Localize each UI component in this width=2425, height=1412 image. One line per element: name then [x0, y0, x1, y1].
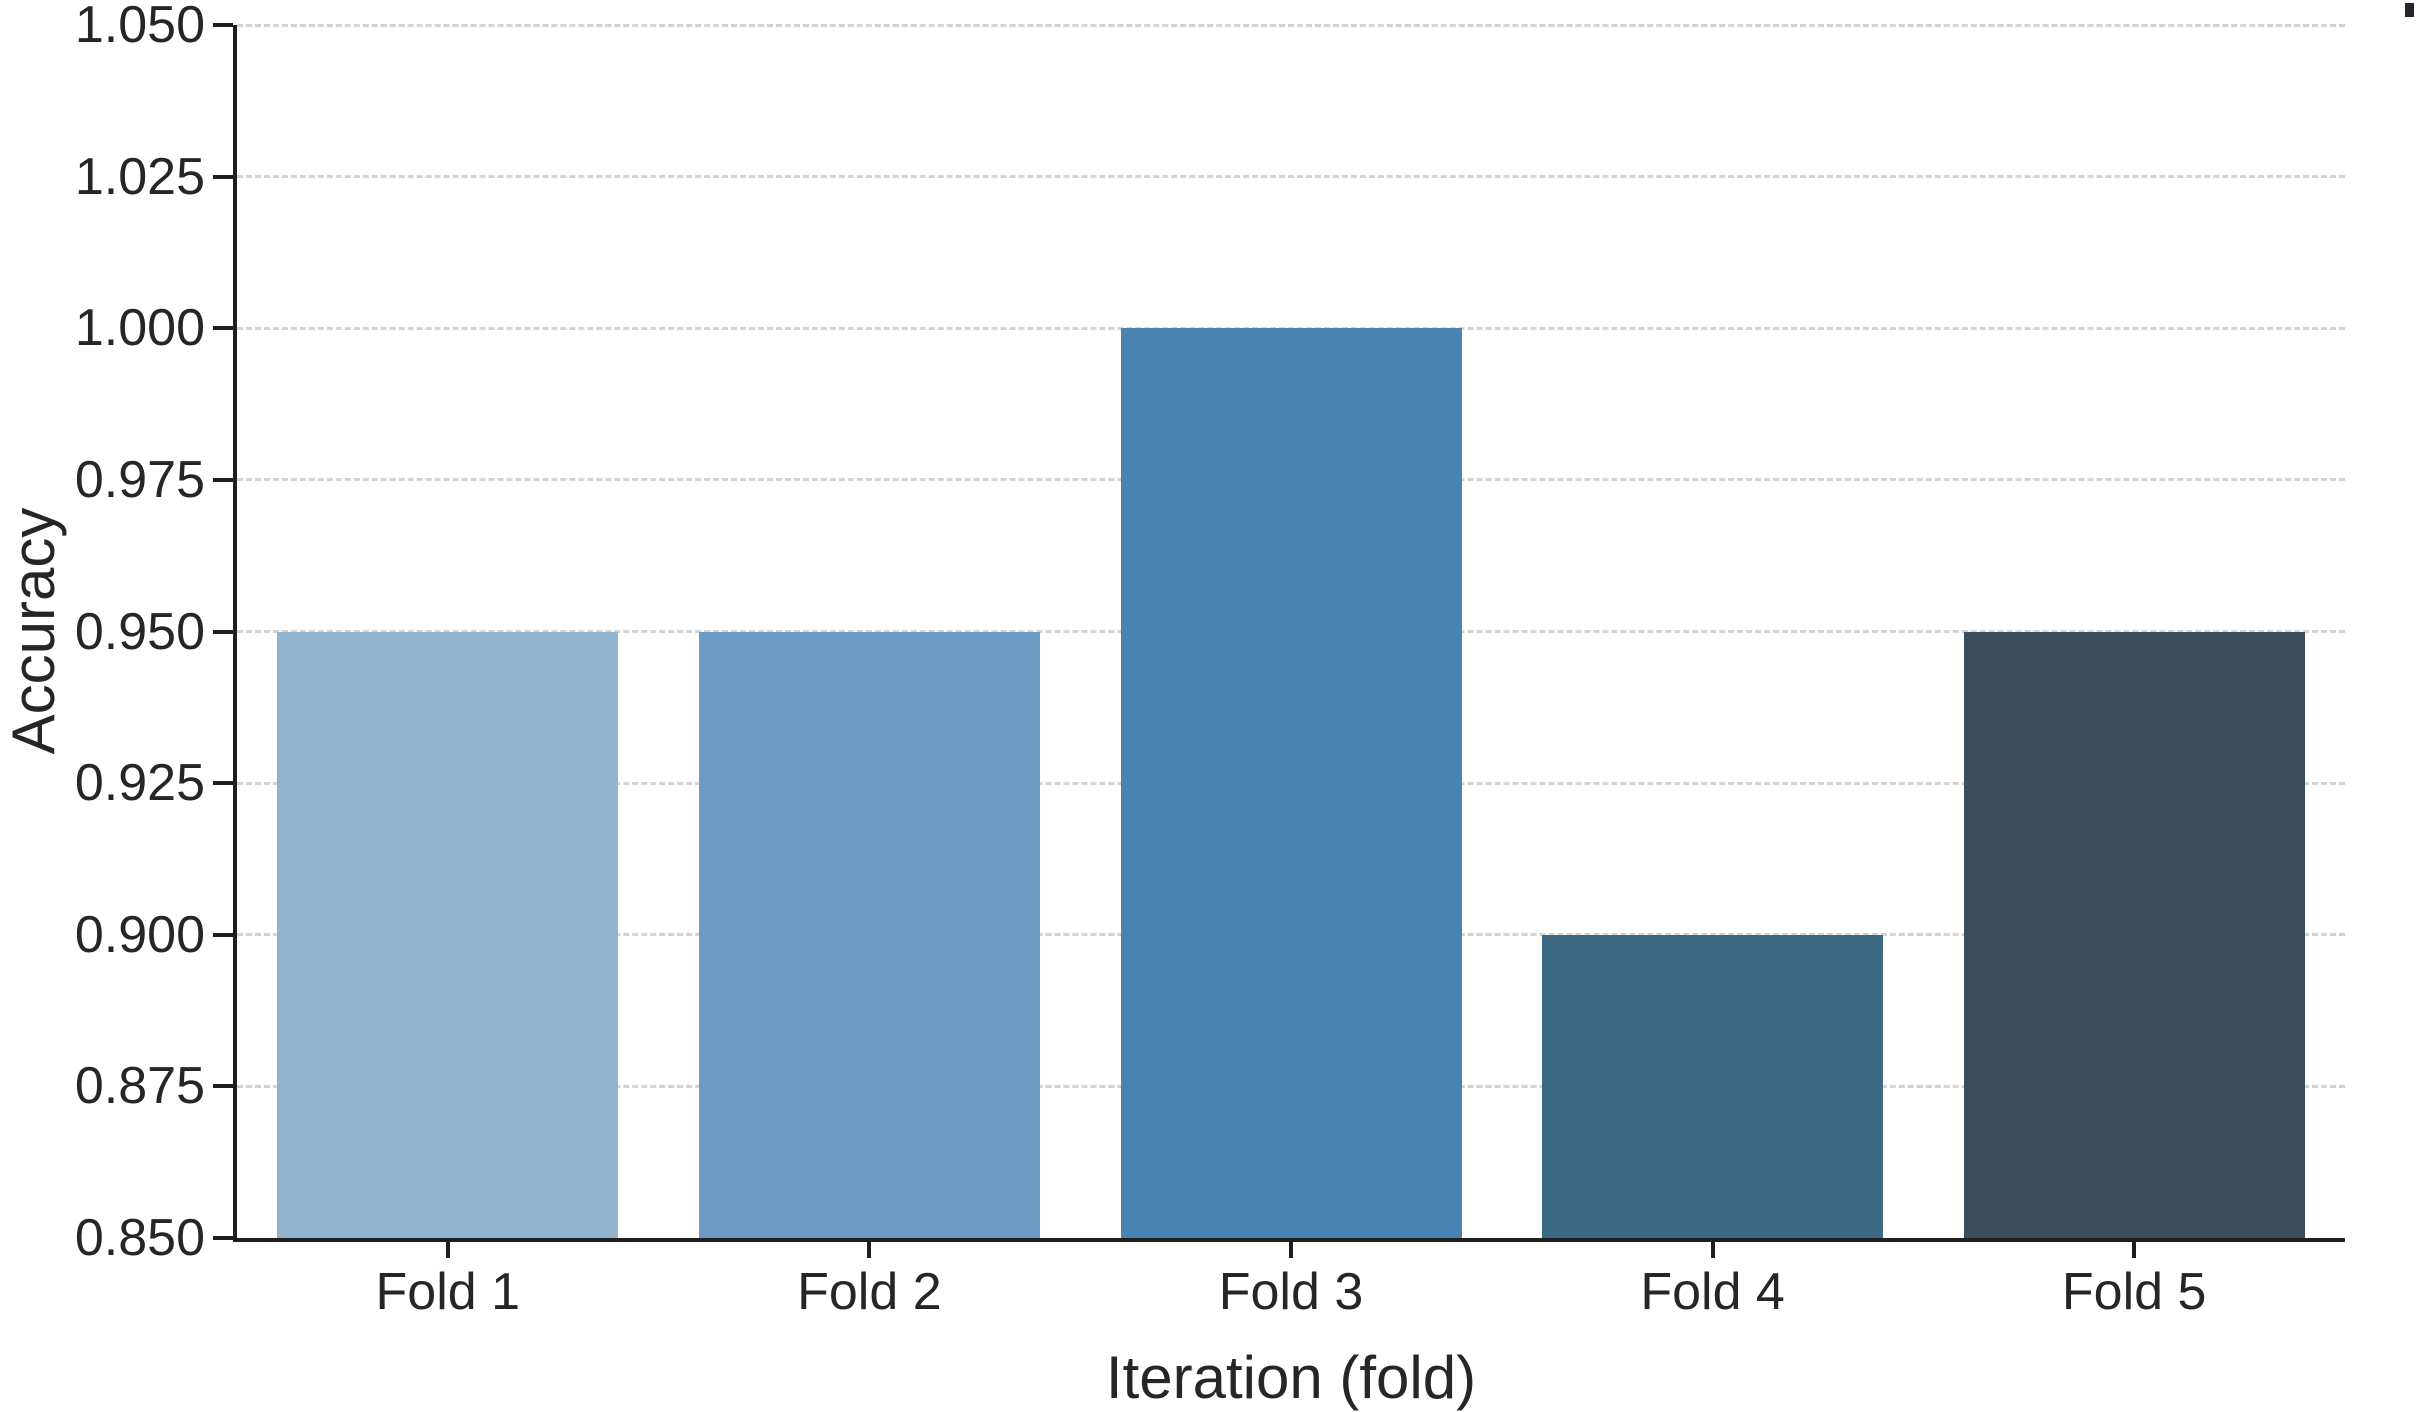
- y-tick-label: 0.900: [74, 905, 205, 964]
- x-tick-label: Fold 2: [797, 1263, 942, 1321]
- y-tick-label: 1.000: [74, 299, 205, 358]
- y-tick-mark: [213, 932, 233, 937]
- gridline: [237, 23, 2345, 27]
- y-tick-mark: [213, 477, 233, 482]
- x-tick-mark: [445, 1242, 450, 1258]
- y-tick-mark: [213, 629, 233, 634]
- x-tick-mark: [1710, 1242, 1715, 1258]
- y-tick-mark: [213, 23, 233, 27]
- y-tick-mark: [213, 174, 233, 179]
- corner-mark: [2405, 3, 2414, 17]
- x-tick-label: Fold 5: [2061, 1263, 2207, 1321]
- y-tick-label: 1.050: [74, 0, 205, 54]
- y-tick-label: 1.025: [74, 147, 205, 206]
- x-axis-spine: [233, 1238, 2345, 1242]
- x-tick-label: Fold 3: [1218, 1263, 1364, 1321]
- y-tick-label: 0.925: [74, 754, 205, 813]
- y-tick-mark: [213, 781, 233, 786]
- x-axis-label: Iteration (fold): [1105, 1344, 1477, 1411]
- bar-fold-5: [1964, 631, 2305, 1238]
- y-tick-mark: [213, 1236, 233, 1240]
- bar-fold-2: [699, 631, 1040, 1238]
- y-tick-label: 0.850: [74, 1209, 205, 1267]
- bar-fold-4: [1542, 934, 1883, 1238]
- x-tick-mark: [1289, 1242, 1293, 1258]
- bar-fold-1: [277, 631, 618, 1238]
- y-axis-label: Accuracy: [0, 507, 67, 755]
- y-tick-mark: [213, 1084, 233, 1089]
- bar-fold-3: [1121, 328, 1462, 1238]
- y-axis-spine: [233, 25, 237, 1242]
- gridline: [237, 175, 2345, 179]
- y-tick-label: 0.950: [74, 602, 205, 661]
- x-tick-mark: [2132, 1242, 2137, 1258]
- y-tick-mark: [213, 326, 233, 331]
- x-tick-label: Fold 4: [1640, 1263, 1785, 1321]
- x-tick-label: Fold 1: [375, 1263, 521, 1321]
- y-tick-label: 0.875: [74, 1057, 205, 1116]
- y-tick-label: 0.975: [74, 450, 205, 509]
- x-tick-mark: [867, 1242, 872, 1258]
